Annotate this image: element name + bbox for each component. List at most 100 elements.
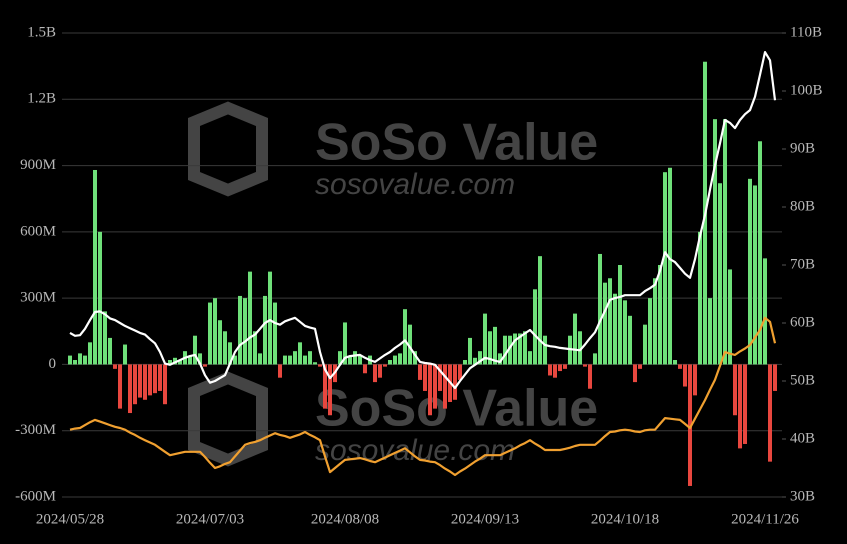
bar	[88, 342, 92, 365]
bar	[273, 302, 277, 365]
bar	[588, 364, 592, 389]
bar	[208, 302, 212, 365]
bar	[618, 265, 622, 365]
bar	[683, 364, 687, 387]
bar	[483, 313, 487, 365]
bar	[288, 355, 292, 365]
bar	[298, 342, 302, 365]
watermark-subtitle: sosovalue.com	[315, 168, 515, 201]
bar	[603, 282, 607, 365]
bar	[238, 295, 242, 365]
bar	[428, 364, 432, 416]
x-tick-label: 2024/09/13	[451, 511, 519, 527]
bar	[463, 360, 467, 365]
y2-tick-label: 50B	[790, 372, 815, 388]
bar	[643, 324, 647, 365]
y2-tick-label: 80B	[790, 198, 815, 214]
bar	[303, 355, 307, 365]
bar	[133, 364, 137, 405]
bar	[153, 364, 157, 394]
y2-tick-label: 110B	[790, 24, 822, 40]
bar	[558, 364, 562, 372]
bar	[233, 355, 237, 365]
bar	[193, 335, 197, 365]
bar	[248, 271, 252, 365]
bar	[708, 298, 712, 365]
bar	[548, 364, 552, 376]
bar	[163, 364, 167, 405]
line	[69, 51, 777, 390]
bar	[403, 309, 407, 365]
bar	[478, 351, 482, 365]
bar	[583, 364, 587, 367]
bar	[253, 331, 257, 365]
bar	[178, 360, 182, 365]
bar	[383, 364, 387, 367]
bar	[258, 353, 262, 365]
bar	[223, 331, 227, 365]
y-tick-label: -600M	[15, 488, 56, 504]
y-tick-label: 1.2B	[27, 91, 56, 107]
bar	[218, 320, 222, 365]
bar	[108, 337, 112, 365]
bar	[628, 315, 632, 365]
bar	[363, 364, 367, 374]
y2-tick-label: 40B	[790, 430, 815, 446]
bar	[738, 364, 742, 449]
bar	[158, 364, 162, 391]
bar	[423, 364, 427, 391]
bar	[348, 355, 352, 365]
bar	[653, 278, 657, 365]
bar	[553, 364, 557, 378]
bar	[213, 298, 217, 365]
bar	[678, 364, 682, 369]
bar	[453, 364, 457, 400]
y-tick-label: 900M	[20, 157, 56, 173]
bar	[533, 289, 537, 365]
bar	[733, 364, 737, 416]
bar	[458, 364, 462, 380]
bar	[378, 364, 382, 378]
bar	[718, 183, 722, 365]
bar	[388, 360, 392, 365]
bar	[323, 364, 327, 409]
line	[69, 316, 777, 477]
bar	[263, 295, 267, 365]
bar	[578, 331, 582, 365]
bar	[498, 353, 502, 365]
bar	[648, 298, 652, 365]
bar	[278, 364, 282, 378]
bar	[93, 169, 97, 365]
bar	[113, 364, 117, 369]
bar	[503, 335, 507, 365]
bar	[373, 364, 377, 383]
bar	[638, 364, 642, 369]
bar	[593, 353, 597, 365]
y-tick-label: -300M	[15, 422, 56, 438]
bar	[758, 141, 762, 365]
bar	[353, 351, 357, 365]
bar	[198, 353, 202, 365]
bar	[268, 271, 272, 365]
bar	[658, 265, 662, 365]
y-tick-label: 0	[49, 356, 57, 372]
bar	[768, 364, 772, 462]
bar	[68, 355, 72, 365]
bar	[228, 342, 232, 365]
bar	[318, 364, 322, 367]
bar	[328, 364, 332, 416]
bar	[468, 337, 472, 365]
bar	[203, 364, 207, 367]
x-tick-label: 2024/11/26	[731, 511, 799, 527]
bar	[728, 269, 732, 365]
watermark-logo	[188, 371, 268, 467]
bar	[613, 293, 617, 365]
bar	[663, 172, 667, 365]
y-tick-label: 300M	[20, 290, 56, 306]
x-tick-label: 2024/10/18	[591, 511, 659, 527]
bar	[543, 335, 547, 365]
bar	[103, 311, 107, 365]
bar	[358, 355, 362, 365]
bar	[743, 364, 747, 444]
